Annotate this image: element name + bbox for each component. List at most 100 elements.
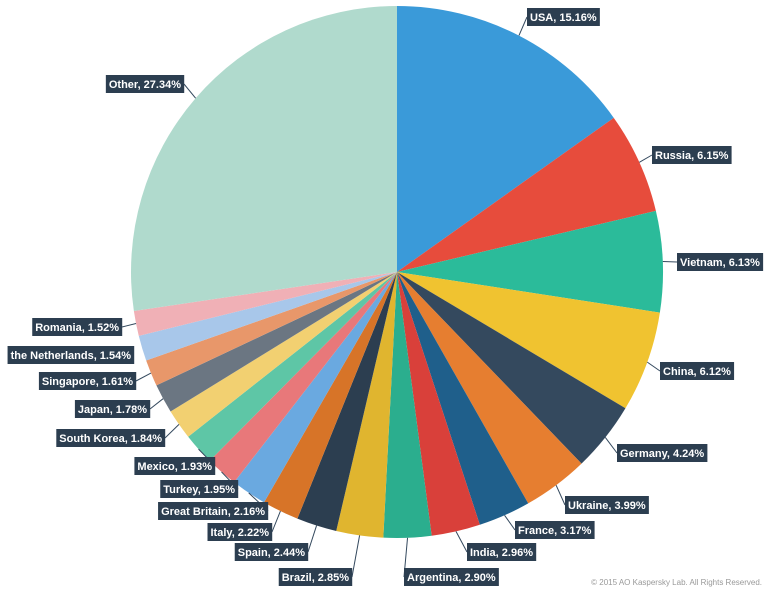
data-label-background <box>677 253 764 271</box>
data-label-group: Russia, 6.15% <box>652 146 732 164</box>
data-label-background <box>404 568 499 586</box>
pie-slice <box>397 210 664 313</box>
copyright: © 2015 AO Kaspersky Lab. All Rights Rese… <box>591 578 762 587</box>
data-label: Romania, 1.52% <box>35 322 119 334</box>
leader-line <box>307 525 318 553</box>
data-label: Germany, 4.24% <box>620 448 704 460</box>
data-label-background <box>660 362 735 380</box>
data-label-group: Romania, 1.52% <box>32 318 123 336</box>
data-label-group: France, 3.17% <box>515 521 595 539</box>
pie-slice <box>188 272 397 461</box>
data-label: Other, 27.34% <box>109 79 181 91</box>
data-label: Ukraine, 3.99% <box>568 500 646 512</box>
pie-slice <box>264 272 397 519</box>
data-label-background <box>467 543 537 561</box>
pie-slice <box>297 272 397 531</box>
data-label-group: India, 2.96% <box>467 543 537 561</box>
data-label: Vietnam, 6.13% <box>680 257 760 269</box>
data-label: China, 6.12% <box>663 366 731 378</box>
data-label-background <box>160 480 239 498</box>
data-label-background <box>278 568 353 586</box>
leader-line <box>518 16 528 36</box>
pie-slice <box>170 272 397 437</box>
pie-slice <box>397 117 656 272</box>
data-label-background <box>527 8 600 26</box>
data-label-group: Argentina, 2.90% <box>404 568 499 586</box>
data-label-background <box>652 146 732 164</box>
pie-slice <box>397 272 480 536</box>
leader-line <box>271 510 281 533</box>
data-label-group: Singapore, 1.61% <box>38 372 137 390</box>
data-label-group: Mexico, 1.93% <box>134 457 216 475</box>
data-label-background <box>105 75 185 93</box>
data-label-background <box>565 496 649 514</box>
data-label: Singapore, 1.61% <box>42 376 133 388</box>
data-label: Turkey, 1.95% <box>163 484 235 496</box>
data-label: France, 3.17% <box>518 525 592 537</box>
data-label: Great Britain, 2.16% <box>161 506 265 518</box>
leader-line <box>121 322 137 328</box>
data-label-background <box>134 457 216 475</box>
data-label: Argentina, 2.90% <box>407 572 496 584</box>
data-label-background <box>515 521 595 539</box>
pie-slice <box>397 272 529 525</box>
data-label-group: Spain, 2.44% <box>234 543 309 561</box>
pie-slice <box>131 6 397 311</box>
leader-line <box>555 484 566 506</box>
leader-line <box>455 531 468 553</box>
data-label-background <box>32 318 123 336</box>
data-label: USA, 15.16% <box>530 12 597 24</box>
data-label-background <box>158 502 269 520</box>
pie-slice <box>397 272 626 464</box>
pie-slice <box>397 272 660 409</box>
data-label: Russia, 6.15% <box>655 150 729 162</box>
pie-slice <box>156 272 397 412</box>
data-label-group: USA, 15.16% <box>527 8 600 26</box>
data-label-group: Turkey, 1.95% <box>160 480 239 498</box>
leader-line <box>183 83 196 99</box>
pie-slice <box>234 272 397 503</box>
data-label-group: Japan, 1.78% <box>74 400 151 418</box>
data-label: South Korea, 1.84% <box>59 433 162 445</box>
pie-slice <box>146 272 397 386</box>
pie-slice <box>336 272 397 538</box>
leader-line <box>351 535 361 578</box>
pie-slice <box>133 272 397 336</box>
data-label-group: Ukraine, 3.99% <box>565 496 649 514</box>
data-label-group: the Netherlands, 1.54% <box>7 346 135 364</box>
data-label-group: South Korea, 1.84% <box>56 429 166 447</box>
pie-slice <box>138 272 397 361</box>
data-label: Brazil, 2.85% <box>282 572 349 584</box>
data-label-background <box>38 372 137 390</box>
data-label: India, 2.96% <box>470 547 533 559</box>
data-label: Japan, 1.78% <box>78 404 147 416</box>
leader-line <box>604 437 618 454</box>
data-label-background <box>7 346 135 364</box>
data-label-background <box>56 429 166 447</box>
data-label-background <box>207 523 273 541</box>
data-label-background <box>74 400 151 418</box>
data-label-background <box>617 444 708 462</box>
data-label-group: Italy, 2.22% <box>207 523 273 541</box>
data-label: Italy, 2.22% <box>211 527 270 539</box>
pie-slice <box>397 6 614 272</box>
leader-line <box>504 514 516 531</box>
leader-line <box>639 154 653 163</box>
pie-slice <box>209 272 397 483</box>
data-label: Mexico, 1.93% <box>137 461 212 473</box>
data-label: Spain, 2.44% <box>238 547 305 559</box>
pie-slice <box>383 272 432 538</box>
pie-slice <box>397 272 582 504</box>
data-label-group: Vietnam, 6.13% <box>677 253 764 271</box>
leader-line <box>149 398 164 410</box>
leader-line <box>135 372 152 382</box>
data-label-group: China, 6.12% <box>660 362 735 380</box>
data-label-group: Brazil, 2.85% <box>278 568 353 586</box>
data-label-group: Germany, 4.24% <box>617 444 708 462</box>
data-label: the Netherlands, 1.54% <box>11 350 132 362</box>
data-label-group: Other, 27.34% <box>105 75 185 93</box>
leader-line <box>164 424 180 439</box>
leader-line <box>646 361 661 372</box>
